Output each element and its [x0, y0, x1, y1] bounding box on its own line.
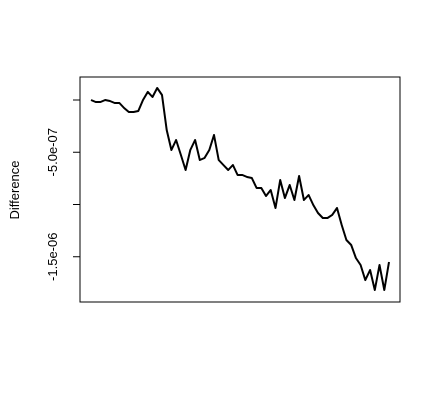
y-tick-label: -5.0e-07 [45, 128, 60, 176]
y-axis-label: Difference [7, 160, 22, 219]
data-line [90, 87, 390, 291]
y-tick-label: -1.5e-06 [45, 233, 60, 281]
plot-box [79, 76, 401, 303]
